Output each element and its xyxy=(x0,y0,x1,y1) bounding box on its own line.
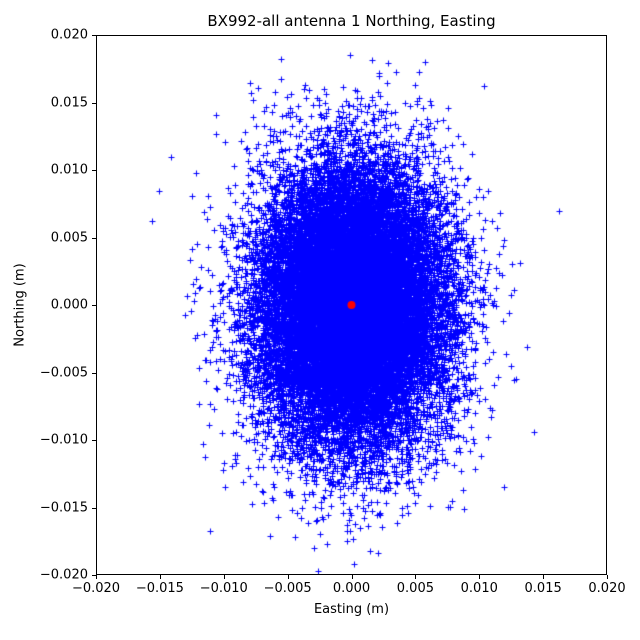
x-tick-mark xyxy=(415,575,417,579)
x-tick-mark xyxy=(287,575,289,579)
y-tick-mark xyxy=(92,507,96,509)
x-tick-mark xyxy=(223,575,225,579)
y-tick-label: −0.020 xyxy=(39,567,88,583)
y-tick-label: 0.005 xyxy=(50,230,88,245)
plot-area xyxy=(96,35,607,575)
y-tick-mark xyxy=(92,440,96,441)
scatter-canvas xyxy=(97,36,606,574)
x-tick-mark xyxy=(607,575,608,579)
chart-title: BX992-all antenna 1 Northing, Easting xyxy=(207,12,496,30)
x-tick-mark xyxy=(159,575,161,579)
y-tick-mark xyxy=(92,102,96,104)
x-tick-label: 0.010 xyxy=(460,581,498,596)
x-tick-mark xyxy=(351,575,353,579)
x-tick-mark xyxy=(543,575,545,579)
y-tick-label: 0.010 xyxy=(50,162,88,178)
x-tick-label: −0.010 xyxy=(199,581,248,596)
x-tick-mark xyxy=(479,575,481,579)
x-tick-label: −0.015 xyxy=(135,581,184,596)
x-tick-label: 0.015 xyxy=(524,581,562,596)
y-tick-label: 0.015 xyxy=(50,95,88,110)
x-tick-label: −0.020 xyxy=(71,581,121,596)
x-axis-label: Easting (m) xyxy=(313,602,390,617)
x-tick-label: 0.000 xyxy=(332,581,371,596)
y-tick-label: 0.020 xyxy=(50,27,88,43)
y-tick-mark xyxy=(92,575,96,576)
x-tick-mark xyxy=(96,575,97,579)
x-tick-label: −0.005 xyxy=(263,581,312,596)
y-tick-mark xyxy=(92,237,96,239)
y-tick-label: −0.005 xyxy=(39,365,88,380)
y-tick-mark xyxy=(92,35,96,36)
y-tick-mark xyxy=(92,305,96,306)
x-tick-label: 0.005 xyxy=(396,581,434,596)
y-tick-label: 0.000 xyxy=(50,297,88,313)
y-tick-mark xyxy=(92,372,96,374)
y-tick-label: −0.010 xyxy=(39,432,88,448)
x-tick-label: 0.020 xyxy=(588,581,626,596)
y-tick-mark xyxy=(92,170,96,171)
y-tick-label: −0.015 xyxy=(39,500,88,515)
